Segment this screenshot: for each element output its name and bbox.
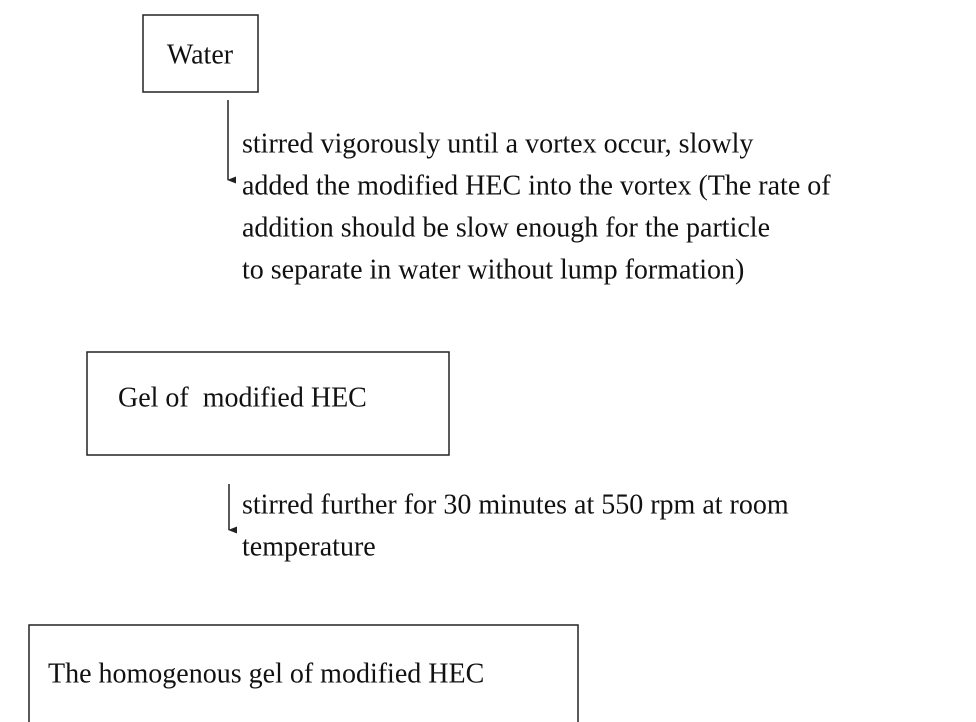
node-label: The homogenous gel of modified HEC — [48, 658, 484, 689]
node-box — [86, 351, 450, 456]
step-line: stirred further for 30 minutes at 550 rp… — [242, 489, 789, 520]
step-text: stirred vigorously until a vortex occur,… — [242, 128, 831, 285]
step-line: addition should be slow enough for the p… — [242, 212, 770, 243]
step-line: temperature — [242, 531, 376, 562]
step-line: added the modified HEC into the vortex (… — [242, 170, 831, 201]
node-label: Gel of modified HEC — [118, 382, 367, 413]
node-box — [28, 624, 579, 722]
node-box — [142, 14, 259, 93]
node-label: Water — [167, 39, 234, 70]
step-line: to separate in water without lump format… — [242, 254, 744, 285]
step-text: stirred further for 30 minutes at 550 rp… — [242, 489, 789, 562]
step-line: stirred vigorously until a vortex occur,… — [242, 128, 753, 159]
